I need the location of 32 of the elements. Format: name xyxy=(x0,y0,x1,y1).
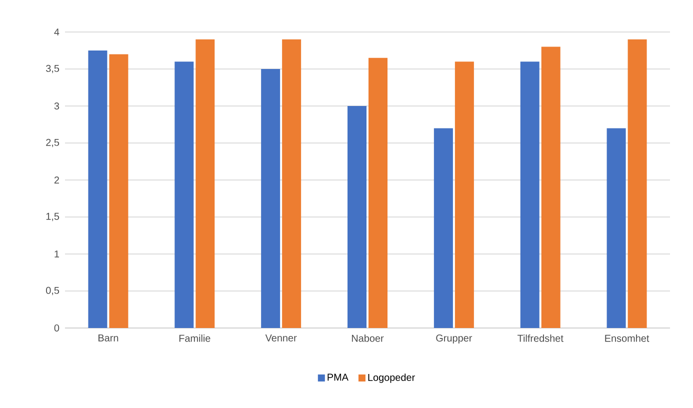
bar xyxy=(261,69,280,328)
x-tick-label: Venner xyxy=(265,334,297,342)
bar xyxy=(606,128,626,328)
x-tick-label: Grupper xyxy=(436,334,472,344)
bar xyxy=(520,62,540,328)
legend-label: Logopeder xyxy=(368,374,415,383)
legend-label: PMA xyxy=(328,374,348,381)
x-tick-label: Tilfredshet xyxy=(518,334,564,342)
x-tick-label: Naboer xyxy=(352,334,384,342)
bar xyxy=(368,58,388,328)
y-tick-label: 1,5 xyxy=(46,212,60,222)
x-tick-label: Ensomhet xyxy=(605,334,650,342)
y-tick-label: 0,5 xyxy=(46,286,60,296)
bar xyxy=(282,39,302,328)
y-tick-label: 0 xyxy=(54,324,60,332)
bar xyxy=(196,39,215,328)
y-tick-label: 3,5 xyxy=(46,64,60,74)
x-tick-label: Barn xyxy=(98,334,118,342)
y-tick-label: 1 xyxy=(54,250,59,258)
bar xyxy=(88,50,108,328)
bar xyxy=(174,62,194,328)
y-tick-label: 4 xyxy=(54,28,60,36)
bar xyxy=(628,39,647,328)
bar xyxy=(454,62,474,328)
y-tick-label: 2 xyxy=(54,176,59,184)
x-tick-label: Familie xyxy=(179,334,210,342)
bar xyxy=(109,54,128,328)
y-tick-label: 2,5 xyxy=(46,138,60,148)
bar xyxy=(348,106,367,328)
bar xyxy=(541,46,560,328)
y-tick-label: 3 xyxy=(54,102,60,110)
bar xyxy=(434,128,453,328)
